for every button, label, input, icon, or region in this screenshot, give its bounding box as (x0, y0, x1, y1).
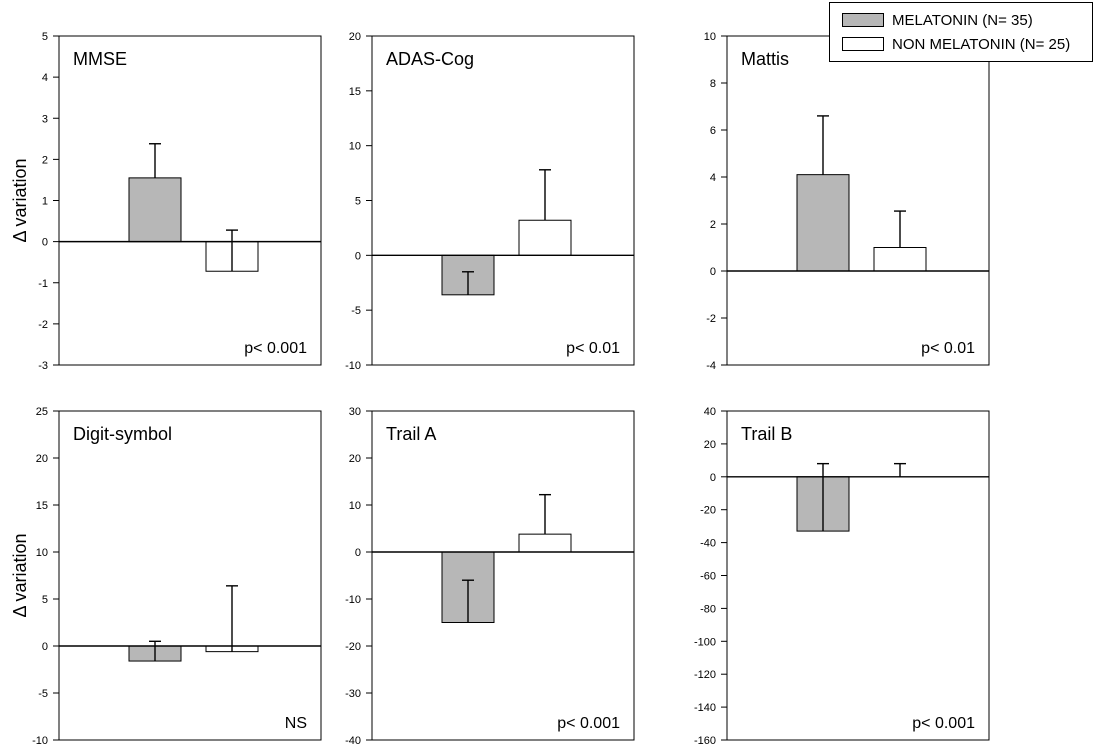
panel-4-ytick-label-4: 10 (36, 547, 48, 559)
panel-1-frame (58, 35, 322, 366)
panel-4-ytick-label-3: 5 (42, 594, 48, 606)
legend-label-non-melatonin: NON MELATONIN (N= 25) (892, 35, 1071, 53)
panel-6-annotation: p< 0.001 (912, 715, 975, 732)
panel-6-ytick-label-10: 40 (704, 406, 716, 418)
panel-2-ytick-label-1: -5 (351, 305, 361, 317)
legend-swatch-melatonin (842, 13, 884, 27)
panel-1-ytick-label-4: 1 (42, 196, 48, 208)
panel-1-ytick-label-8: 5 (42, 31, 48, 43)
panel-2-ytick-label-4: 10 (349, 141, 361, 153)
panel-5-ytick-label-3: -10 (345, 594, 361, 606)
legend-label-melatonin: MELATONIN (N= 35) (892, 11, 1033, 29)
panel-2-title: ADAS-Cog (386, 49, 474, 69)
panel-4-ytick-label-6: 20 (36, 453, 48, 465)
panel-5-title: Trail A (386, 424, 436, 444)
y-axis-label-row-2: Δ variation (10, 533, 30, 617)
panel-2-ytick-label-5: 15 (349, 86, 361, 98)
panel-5-ytick-label-7: 30 (349, 406, 361, 418)
panel-5-bar-2 (518, 533, 572, 553)
panel-4-ytick-label-5: 15 (36, 500, 48, 512)
panel-5-ytick-label-5: 10 (349, 500, 361, 512)
panel-4-annotation: NS (285, 715, 307, 732)
panel-3-frame (726, 35, 990, 366)
panel-6-frame (726, 410, 990, 741)
panel-5-frame (371, 410, 635, 741)
panel-3-ytick-label-4: 4 (710, 172, 716, 184)
panel-6-title: Trail B (741, 424, 792, 444)
panel-2-annotation: p< 0.01 (566, 340, 620, 357)
panel-1-ytick-label-7: 4 (42, 72, 48, 84)
panel-6-ytick-label-8: 0 (710, 472, 716, 484)
panel-3-ytick-label-5: 6 (710, 125, 716, 137)
panel-6-ytick-label-0: -160 (694, 735, 716, 747)
panel-6-ytick-label-7: -20 (700, 505, 716, 517)
panel-6-ytick-label-3: -100 (694, 636, 716, 648)
panel-4-ytick-label-7: 25 (36, 406, 48, 418)
panel-3-ytick-label-7: 10 (704, 31, 716, 43)
panel-2-ytick-label-6: 20 (349, 31, 361, 43)
panel-4-ytick-label-2: 0 (42, 641, 48, 653)
panel-6-ytick-label-5: -60 (700, 571, 716, 583)
panel-3-annotation: p< 0.01 (921, 340, 975, 357)
panel-5-ytick-label-6: 20 (349, 453, 361, 465)
panel-4-frame (58, 410, 322, 741)
chart-legend: MELATONIN (N= 35) NON MELATONIN (N= 25) (829, 2, 1093, 62)
y-axis-label-row-1: Δ variation (10, 158, 30, 242)
panel-1-ytick-label-2: -1 (38, 278, 48, 290)
panel-1-bar-1 (128, 177, 182, 243)
panel-5-ytick-label-2: -20 (345, 641, 361, 653)
panel-1-ytick-label-5: 2 (42, 154, 48, 166)
panel-1-ytick-label-3: 0 (42, 237, 48, 249)
panel-2-frame (371, 35, 635, 366)
panel-5-annotation: p< 0.001 (557, 715, 620, 732)
panel-3-title: Mattis (741, 49, 789, 69)
panel-1-ytick-label-1: -2 (38, 319, 48, 331)
panel-3-ytick-label-3: 2 (710, 219, 716, 231)
panel-1-ytick-label-0: -3 (38, 360, 48, 372)
legend-swatch-non-melatonin (842, 37, 884, 51)
panel-2-ytick-label-3: 5 (355, 196, 361, 208)
panel-3-bar-1 (796, 174, 850, 272)
panel-6-ytick-label-1: -140 (694, 702, 716, 714)
panel-6-ytick-label-6: -40 (700, 538, 716, 550)
panel-2-ytick-label-2: 0 (355, 250, 361, 262)
panel-6-ytick-label-2: -120 (694, 669, 716, 681)
panel-3-bar-2 (873, 247, 927, 272)
panel-1-annotation: p< 0.001 (244, 340, 307, 357)
panel-3-ytick-label-2: 0 (710, 266, 716, 278)
panel-6-ytick-label-4: -80 (700, 603, 716, 615)
panel-1-ytick-label-6: 3 (42, 113, 48, 125)
panel-3-ytick-label-6: 8 (710, 78, 716, 90)
panel-1-title: MMSE (73, 49, 127, 69)
panel-6-ytick-label-9: 20 (704, 439, 716, 451)
panel-5-ytick-label-1: -30 (345, 688, 361, 700)
legend-entry-non-melatonin: NON MELATONIN (N= 25) (842, 35, 1071, 53)
legend-entry-melatonin: MELATONIN (N= 35) (842, 11, 1033, 29)
panel-3-ytick-label-1: -2 (706, 313, 716, 325)
panel-4-ytick-label-0: -10 (32, 735, 48, 747)
panel-2-bar-2 (518, 219, 572, 256)
panel-3-ytick-label-0: -4 (706, 360, 716, 372)
panel-4-ytick-label-1: -5 (38, 688, 48, 700)
panel-4-title: Digit-symbol (73, 424, 172, 444)
panel-5-ytick-label-4: 0 (355, 547, 361, 559)
panel-2-ytick-label-0: -10 (345, 360, 361, 372)
panel-5-ytick-label-0: -40 (345, 735, 361, 747)
